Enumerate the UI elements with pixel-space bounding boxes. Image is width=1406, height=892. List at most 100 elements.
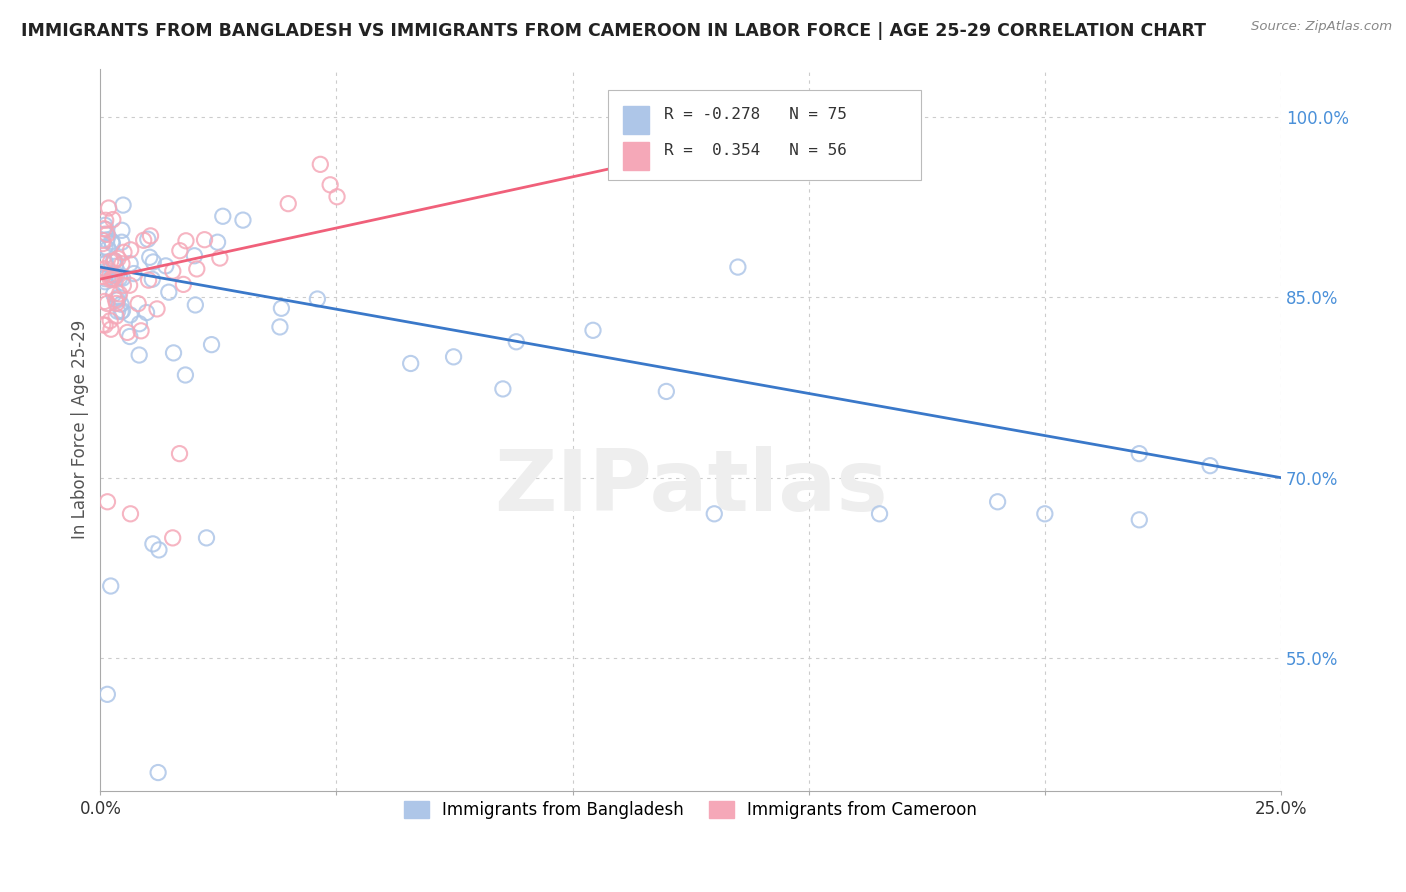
Point <box>94 222 117 236</box>
Point <box>98 268 121 282</box>
Point <box>97 242 120 256</box>
Point <box>195 531 218 545</box>
Point <box>326 190 349 204</box>
Point <box>232 213 254 227</box>
Point <box>91 263 114 277</box>
Point <box>162 531 184 545</box>
Point <box>96 687 118 701</box>
Point <box>91 236 114 251</box>
Point <box>141 272 163 286</box>
Point <box>132 233 155 247</box>
Point <box>100 322 122 336</box>
Point <box>107 290 129 304</box>
Point <box>269 320 291 334</box>
Point <box>399 356 422 370</box>
Point <box>120 507 142 521</box>
Point <box>162 346 184 360</box>
Point <box>96 495 118 509</box>
Point <box>655 384 678 399</box>
Point <box>146 765 169 780</box>
Point <box>94 219 117 233</box>
Text: R = -0.278   N = 75: R = -0.278 N = 75 <box>664 107 846 122</box>
Point <box>117 326 139 340</box>
Point <box>93 221 115 235</box>
Text: ZIPatlas: ZIPatlas <box>494 446 887 529</box>
Point <box>107 293 129 307</box>
Point <box>211 209 233 223</box>
Text: R =  0.354   N = 56: R = 0.354 N = 56 <box>664 143 846 158</box>
Point <box>93 294 115 309</box>
Point <box>105 268 128 282</box>
Point <box>138 273 160 287</box>
Point <box>105 309 128 323</box>
Point <box>103 254 125 268</box>
Point <box>111 223 134 237</box>
Point <box>122 267 145 281</box>
Point <box>91 269 114 284</box>
Point <box>1033 507 1056 521</box>
Point <box>277 196 299 211</box>
Point <box>94 271 117 285</box>
Point <box>93 261 115 276</box>
Point <box>104 293 127 307</box>
Point <box>1128 447 1150 461</box>
Point <box>101 271 124 285</box>
Point <box>96 296 118 310</box>
Point <box>128 317 150 331</box>
Point <box>129 324 152 338</box>
Point <box>120 257 142 271</box>
Point <box>136 232 159 246</box>
Point <box>492 382 515 396</box>
Point <box>104 260 127 274</box>
Point <box>111 271 134 285</box>
Point <box>169 447 191 461</box>
Point <box>120 308 142 322</box>
Point <box>307 292 329 306</box>
Point <box>162 264 184 278</box>
Point <box>142 537 165 551</box>
Point <box>98 313 121 327</box>
Point <box>101 212 124 227</box>
Point <box>142 255 165 269</box>
Point <box>169 244 191 258</box>
Point <box>200 337 222 351</box>
Point <box>107 304 129 318</box>
Point <box>91 269 114 284</box>
Point <box>101 272 124 286</box>
Point <box>582 323 605 337</box>
Point <box>157 285 180 300</box>
Point <box>174 234 197 248</box>
Point <box>97 201 120 215</box>
Point <box>987 495 1010 509</box>
Point <box>183 249 205 263</box>
Point <box>112 278 135 293</box>
Point <box>184 298 207 312</box>
Point <box>443 350 465 364</box>
Point <box>111 235 134 250</box>
Point <box>309 157 332 171</box>
Point <box>112 198 135 212</box>
Point <box>128 348 150 362</box>
Point <box>193 233 215 247</box>
Point <box>869 507 891 521</box>
Point <box>270 301 292 316</box>
Point <box>505 334 527 349</box>
Point <box>94 240 117 254</box>
Text: Source: ZipAtlas.com: Source: ZipAtlas.com <box>1251 20 1392 33</box>
Point <box>96 227 118 242</box>
Point <box>148 542 170 557</box>
Point <box>112 245 135 260</box>
Point <box>120 243 142 257</box>
Point <box>118 278 141 293</box>
FancyBboxPatch shape <box>607 90 921 180</box>
Point <box>135 305 157 319</box>
Point <box>94 213 117 227</box>
Point <box>207 235 229 250</box>
Point <box>1199 458 1222 473</box>
Point <box>727 260 749 274</box>
Point <box>146 301 169 316</box>
Point <box>100 254 122 268</box>
Point <box>103 272 125 286</box>
Point <box>186 261 208 276</box>
Point <box>94 257 117 271</box>
